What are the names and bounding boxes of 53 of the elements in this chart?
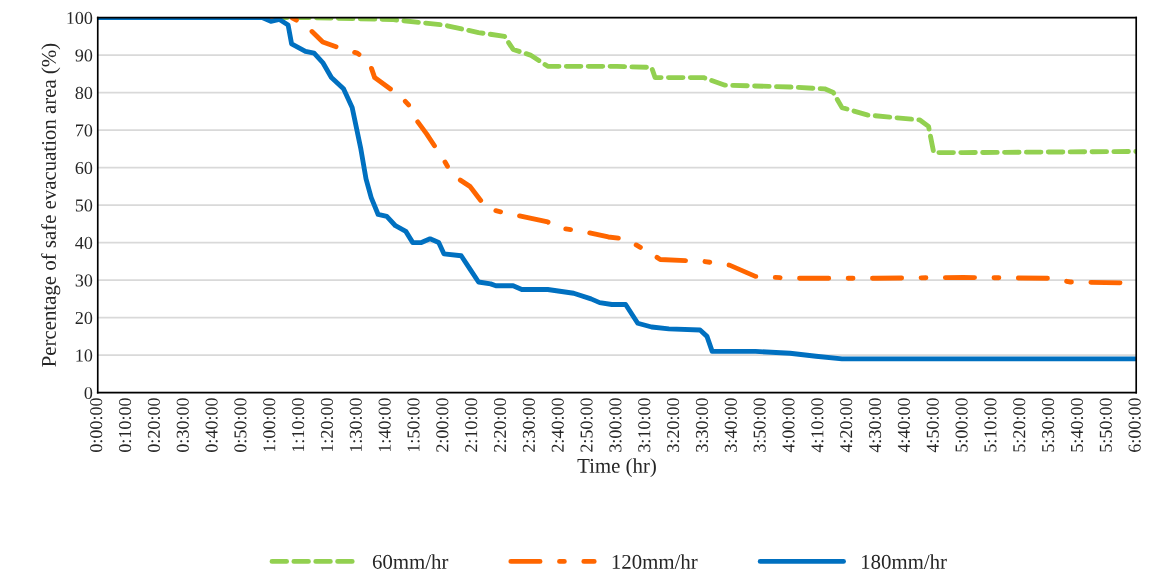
x-tick-label: 6:00:00: [1128, 398, 1141, 452]
x-tick-label: 5:50:00: [1099, 398, 1112, 452]
x-tick-label: 0:00:00: [90, 398, 103, 452]
y-tick-label: 0: [84, 386, 93, 400]
y-tick-label: 80: [75, 86, 93, 100]
x-tick-label: 2:40:00: [551, 398, 564, 452]
x-axis-title: Time (hr): [577, 458, 656, 478]
y-tick-label: 50: [75, 199, 93, 212]
x-tick-label: 3:30:00: [695, 398, 709, 452]
x-tick-label: 0:50:00: [234, 398, 247, 452]
x-tick-label: 2:10:00: [465, 398, 478, 452]
x-tick-label: 4:50:00: [926, 398, 939, 453]
x-tick-label: 5:30:00: [1042, 398, 1055, 452]
legend-label: 60mm/hr: [372, 554, 449, 569]
x-tick-label: 5:40:00: [1070, 398, 1084, 452]
x-tick-label: 2:50:00: [580, 398, 593, 452]
x-tick-label: 3:10:00: [638, 398, 651, 452]
y-tick-label: 10: [76, 349, 93, 362]
x-tick-label: 2:30:00: [522, 398, 536, 452]
x-tick-label: 4:30:00: [868, 398, 882, 453]
x-tick-label: 0:10:00: [118, 398, 132, 452]
x-tick-label: 5:00:00: [955, 398, 968, 452]
x-tick-label: 3:40:00: [724, 398, 737, 452]
y-tick-label: 20: [75, 311, 93, 325]
x-tick-label: 4:40:00: [897, 398, 911, 453]
x-tick-label: 1:20:00: [320, 398, 334, 452]
y-tick-label: 40: [75, 236, 93, 250]
legend-label: 180mm/hr: [862, 554, 947, 569]
x-tick-label: 1:30:00: [349, 398, 362, 452]
x-tick-label: 1:00:00: [263, 398, 276, 452]
legend-label: 120mm/hr: [612, 554, 698, 569]
x-tick-label: 4:20:00: [840, 398, 853, 453]
x-tick-label: 1:40:00: [378, 398, 391, 452]
x-tick-label: 5:20:00: [1013, 398, 1026, 452]
y-tick-label: 70: [76, 124, 93, 137]
x-tick-label: 0:40:00: [205, 398, 218, 452]
x-tick-label: 5:10:00: [984, 398, 997, 452]
x-tick-label: 1:50:00: [407, 398, 420, 452]
y-tick-label: 30: [75, 274, 93, 287]
y-tick-label: 90: [75, 49, 93, 62]
x-tick-label: 1:10:00: [292, 398, 305, 452]
x-tick-label: 3:50:00: [753, 398, 766, 452]
x-tick-label: 2:00:00: [436, 398, 449, 452]
x-tick-label: 0:20:00: [147, 398, 161, 452]
x-tick-label: 4:10:00: [811, 398, 824, 453]
y-axis-title: Percentage of safe evacuation area (%): [41, 43, 61, 367]
x-tick-label: 3:00:00: [609, 398, 622, 452]
x-tick-label: 2:20:00: [493, 398, 507, 452]
x-tick-label: 0:30:00: [176, 398, 189, 452]
x-tick-label: 3:20:00: [667, 398, 680, 452]
x-tick-label: 4:00:00: [782, 398, 795, 453]
y-tick-label: 60: [75, 161, 93, 175]
y-tick-label: 100: [67, 11, 93, 25]
